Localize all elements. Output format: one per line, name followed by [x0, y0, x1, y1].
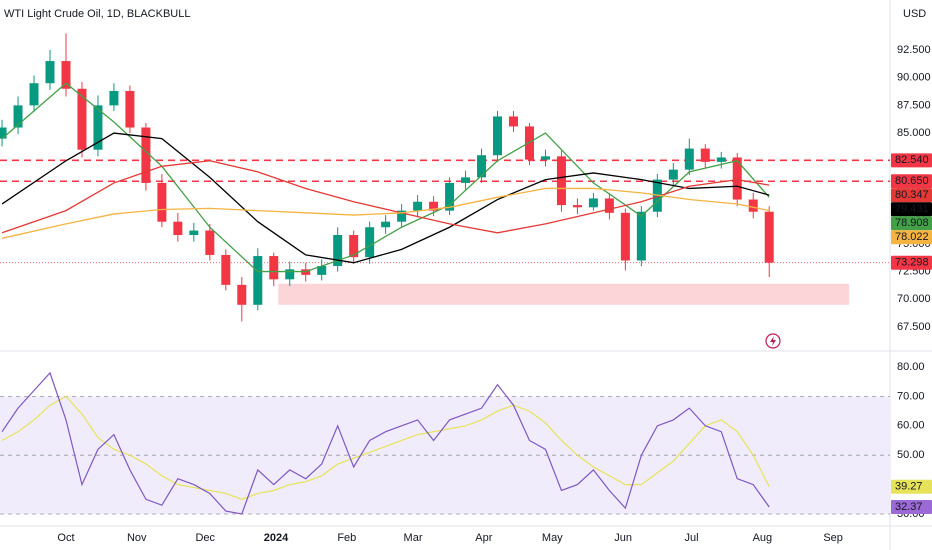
x-tick-label: Jun: [614, 532, 632, 544]
axis-value-box: [891, 255, 932, 270]
y-tick-label: 70.000: [897, 293, 931, 305]
axis-value-label: 80.347: [895, 189, 929, 201]
candle-body: [285, 269, 295, 280]
axis-value-label: 82.540: [895, 154, 929, 166]
candle-body: [620, 212, 630, 261]
rsi-tick-label: 60.00: [897, 420, 925, 432]
candle-body: [540, 156, 550, 160]
candle-body: [365, 227, 375, 258]
candle-body: [349, 234, 359, 258]
candle-body: [381, 221, 391, 228]
rsi-line: [1, 395, 770, 500]
candle-body: [636, 211, 646, 261]
y-tick-label: 92.500: [897, 44, 931, 56]
plot: [0, 33, 890, 515]
candle-body: [397, 210, 407, 222]
candle-body: [716, 157, 726, 162]
rsi-band: [0, 396, 890, 515]
support-zone: [278, 283, 850, 305]
moving-average: [1, 187, 770, 239]
x-tick-label: Feb: [337, 532, 356, 544]
x-tick-label: Nov: [127, 532, 147, 544]
candle-body: [237, 284, 247, 305]
axis-value-box: [891, 188, 932, 203]
chart-title: WTI Light Crude Oil, 1D, BLACKBULL: [4, 8, 190, 20]
flash-icon: [765, 333, 781, 349]
axis-value-box: [891, 202, 932, 217]
candle-body: [141, 127, 151, 183]
candle-body: [333, 234, 343, 267]
rsi-tick-label: 50.00: [897, 449, 925, 461]
candle-body: [445, 182, 455, 211]
x-tick-label: Sep: [823, 532, 843, 544]
axis-value-box: [891, 479, 932, 494]
moving-average: [1, 132, 770, 264]
y-tick-label: 67.500: [897, 321, 931, 333]
candle-body: [556, 156, 566, 206]
candle-body: [61, 61, 71, 89]
candle-body: [253, 256, 263, 305]
axis-value-box: [891, 216, 932, 231]
rsi-tick-label: 80.00: [897, 361, 925, 373]
axis-value-label: 78.022: [895, 231, 929, 243]
x-tick-label: Jul: [685, 532, 699, 544]
rsi-line: [1, 371, 770, 515]
x-tick-label: Apr: [475, 532, 492, 544]
candle-body: [604, 198, 614, 213]
x-tick-label: Aug: [753, 532, 773, 544]
axis-value-box: [891, 153, 932, 168]
axis-value-label: 73.298: [895, 257, 929, 269]
candle-body: [700, 148, 710, 162]
axis-value-box: [891, 174, 932, 189]
candle-body: [413, 201, 423, 211]
candle-body: [461, 177, 471, 183]
candle-body: [125, 90, 135, 128]
candle-body: [45, 61, 55, 84]
y-tick-label: 90.000: [897, 72, 931, 84]
candle-body: [764, 211, 774, 263]
candle-body: [109, 90, 119, 106]
candle-body: [77, 88, 87, 150]
axis-value-label: 78.908: [895, 217, 929, 229]
currency: USD: [903, 8, 926, 20]
x-tick-label: Dec: [195, 532, 215, 544]
candle-body: [429, 201, 439, 211]
axis-value-label: 39.27: [895, 481, 923, 493]
candle-body: [189, 230, 199, 235]
candle-body: [0, 127, 7, 139]
axis-value-box: [891, 500, 932, 515]
candle-body: [748, 199, 758, 212]
candle-body: [29, 83, 39, 106]
candle-body: [508, 116, 518, 127]
candle-body: [493, 116, 503, 156]
candle-body: [668, 169, 678, 180]
candle-body: [221, 254, 231, 285]
rsi-tick-label: 70.00: [897, 390, 925, 402]
x-tick-label: Mar: [404, 532, 423, 544]
candle-body: [269, 256, 279, 280]
candle-body: [732, 157, 742, 200]
candle-body: [13, 105, 23, 128]
axis-value-label: 79.431: [895, 203, 929, 215]
candle-body: [684, 148, 694, 170]
candle-body: [588, 198, 598, 208]
candle-body: [205, 230, 215, 255]
axis-value-label: 32.37: [895, 501, 923, 513]
moving-average: [1, 82, 770, 273]
x-tick-label: Oct: [57, 532, 74, 544]
candle-body: [572, 205, 582, 208]
x-tick-label: May: [542, 532, 563, 544]
x-tick-label: 2024: [264, 532, 289, 544]
candle-body: [477, 155, 487, 178]
axis-value-label: 80.650: [895, 175, 929, 187]
candle-body: [157, 182, 167, 222]
axis-value-box: [891, 230, 932, 245]
candle-body: [173, 221, 183, 235]
candle-body: [93, 105, 103, 150]
candle-body: [317, 266, 327, 275]
y-tick-label: 87.500: [897, 99, 931, 111]
y-tick-label: 85.000: [897, 127, 931, 139]
